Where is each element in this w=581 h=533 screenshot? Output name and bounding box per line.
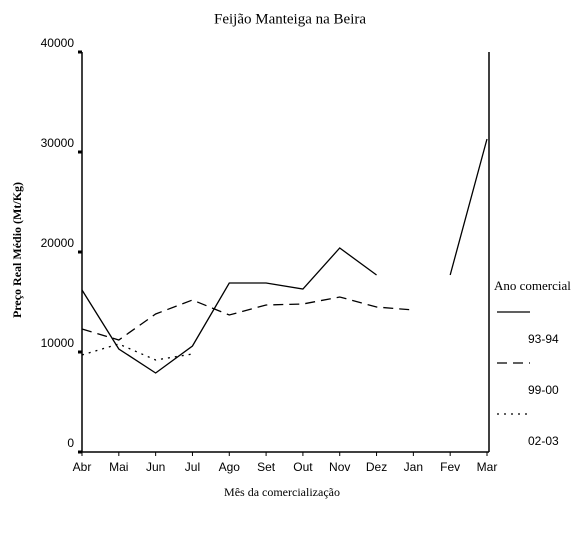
legend-label: 99-00 [528, 383, 559, 397]
y-tick-label: 40000 [41, 36, 75, 50]
x-tick-label: Ago [219, 460, 241, 474]
x-tick-label: Jul [185, 460, 200, 474]
y-tick-label: 30000 [41, 136, 75, 150]
x-tick-label: Abr [73, 460, 92, 474]
x-tick-label: Out [293, 460, 313, 474]
x-tick-label: Jan [404, 460, 423, 474]
x-tick-label: Jun [146, 460, 165, 474]
legend-label: 02-03 [528, 434, 559, 448]
x-tick-label: Nov [329, 460, 350, 474]
x-tick-label: Mai [109, 460, 128, 474]
x-axis-label: Mês da comercialização [224, 485, 340, 499]
legend-title: Ano comercial [494, 278, 571, 293]
chart-title: Feijão Manteiga na Beira [214, 11, 366, 27]
x-tick-label: Set [257, 460, 276, 474]
y-tick-label: 20000 [41, 236, 75, 250]
y-axis-label: Preço Real Médio (Mt/Kg) [10, 182, 24, 318]
x-tick-label: Mar [477, 460, 498, 474]
series-line [81, 296, 414, 341]
y-tick-label: 10000 [41, 336, 75, 350]
legend-label: 93-94 [528, 332, 559, 346]
y-tick-label: 0 [67, 436, 74, 450]
x-tick-label: Fev [440, 460, 460, 474]
series-line [81, 138, 488, 374]
x-tick-label: Dez [366, 460, 387, 474]
